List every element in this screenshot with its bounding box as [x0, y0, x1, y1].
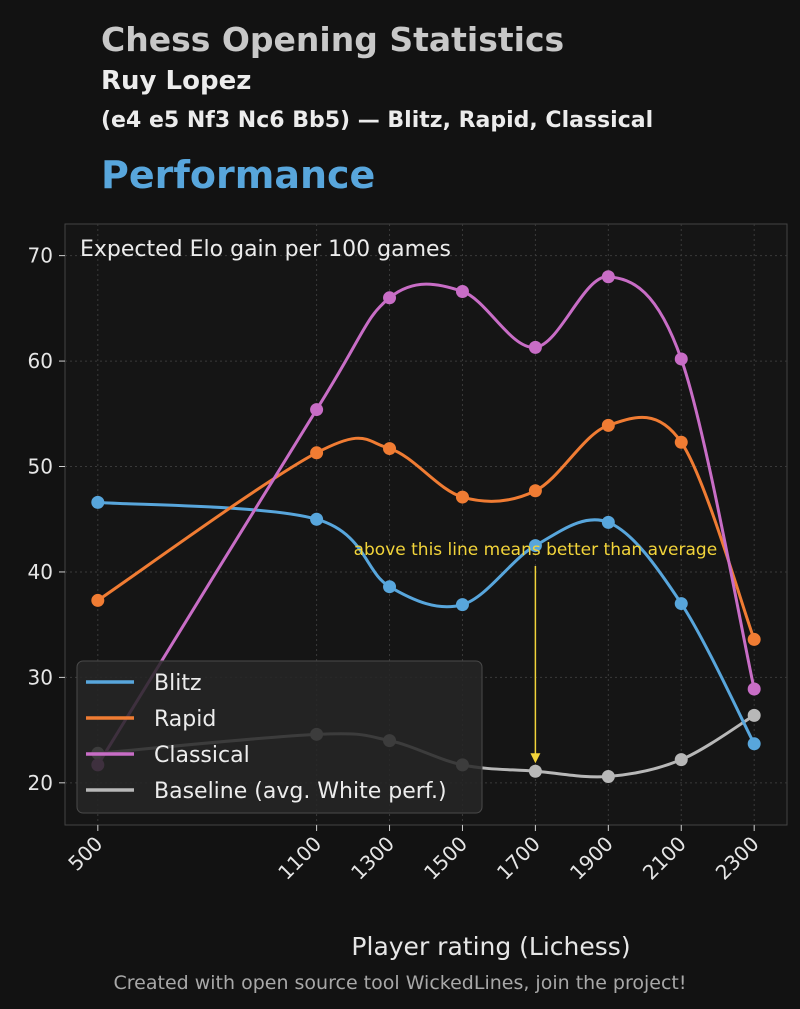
- data-point-classical: [310, 403, 324, 417]
- x-tick-label: 2100: [638, 832, 691, 885]
- legend-label-baseline: Baseline (avg. White perf.): [154, 779, 447, 804]
- data-point-classical: [747, 682, 761, 696]
- data-point-baseline: [747, 708, 761, 722]
- data-point-blitz: [455, 598, 469, 612]
- data-point-baseline: [674, 753, 688, 767]
- data-point-rapid: [310, 446, 324, 460]
- annotation-text: above this line means better than averag…: [354, 540, 718, 560]
- footer-credit: Created with open source tool WickedLine…: [113, 972, 687, 994]
- data-point-blitz: [601, 515, 615, 529]
- y-tick-label: 50: [28, 455, 53, 479]
- data-point-classical: [674, 352, 688, 366]
- x-tick-label: 2300: [711, 832, 764, 885]
- data-point-blitz: [310, 512, 324, 526]
- x-axis-label: Player rating (Lichess): [351, 932, 630, 961]
- data-point-classical: [455, 284, 469, 298]
- data-point-rapid: [601, 418, 615, 432]
- x-tick-label: 500: [63, 832, 107, 876]
- annotation-arrow-head: [530, 753, 541, 764]
- y-tick-label: 70: [28, 244, 53, 268]
- legend-label-blitz: Blitz: [154, 671, 202, 696]
- data-point-blitz: [91, 495, 105, 509]
- app-title: Chess Opening Statistics: [101, 20, 565, 59]
- data-point-rapid: [674, 435, 688, 449]
- data-point-classical: [601, 270, 615, 284]
- data-point-classical: [383, 291, 397, 305]
- data-point-blitz: [747, 737, 761, 751]
- opening-description: (e4 e5 Nf3 Nc6 Bb5) — Blitz, Rapid, Clas…: [101, 108, 654, 133]
- y-tick-label: 20: [28, 771, 53, 795]
- data-point-baseline: [528, 764, 542, 778]
- legend-label-classical: Classical: [154, 743, 250, 768]
- data-point-blitz: [528, 539, 542, 553]
- x-tick-label: 1500: [419, 832, 472, 885]
- data-point-classical: [528, 340, 542, 354]
- data-point-rapid: [747, 632, 761, 646]
- data-point-rapid: [528, 484, 542, 498]
- x-tick-label: 1700: [492, 832, 545, 885]
- data-point-rapid: [383, 442, 397, 456]
- data-point-blitz: [383, 580, 397, 594]
- data-point-blitz: [674, 597, 688, 611]
- inner-title: Expected Elo gain per 100 games: [80, 237, 451, 262]
- y-tick-label: 60: [28, 349, 53, 373]
- opening-name: Ruy Lopez: [101, 66, 252, 96]
- y-tick-label: 40: [28, 560, 53, 584]
- data-point-baseline: [601, 769, 615, 783]
- x-tick-label: 1300: [346, 832, 399, 885]
- data-point-rapid: [455, 490, 469, 504]
- legend-label-rapid: Rapid: [154, 707, 216, 732]
- y-tick-label: 30: [28, 665, 53, 689]
- series-line-classical: [96, 275, 756, 766]
- x-tick-label: 1100: [273, 832, 326, 885]
- x-tick-label: 1900: [565, 832, 618, 885]
- data-point-rapid: [91, 593, 105, 607]
- section-title: Performance: [101, 153, 376, 197]
- legend-box: [76, 660, 483, 814]
